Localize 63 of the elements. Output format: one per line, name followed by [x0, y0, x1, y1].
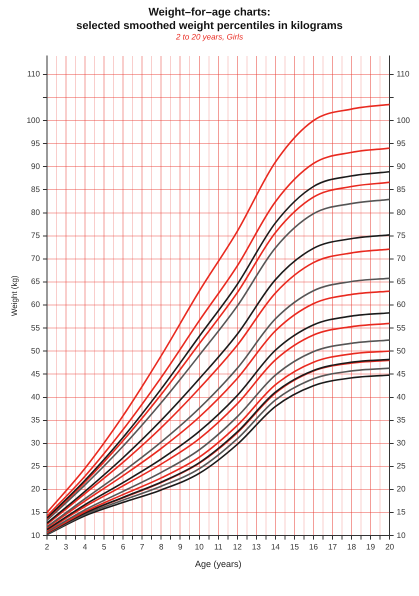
- x-tick-label: 4: [82, 542, 88, 552]
- x-tick-label: 9: [178, 542, 183, 552]
- x-tick-label: 12: [232, 542, 242, 552]
- y2-tick-label: 55: [396, 323, 406, 332]
- x-tick-label: 17: [328, 542, 338, 552]
- x-tick-label: 5: [102, 542, 107, 552]
- x-tick-label: 8: [158, 542, 164, 552]
- x-tick-label: 14: [270, 542, 280, 552]
- y2-tick-label: 110: [396, 70, 410, 79]
- y2-tick-label: 25: [396, 462, 406, 471]
- x-tick-label: 18: [347, 542, 357, 552]
- y-tick-label: 35: [31, 416, 40, 425]
- y-tick-label: 25: [31, 462, 40, 471]
- y-tick-label: 75: [31, 231, 40, 240]
- y2-tick-label: 30: [396, 438, 406, 448]
- chart-subtitle: 2 to 20 years, Girls: [174, 32, 244, 42]
- y-tick-label: 15: [31, 508, 40, 517]
- y-axis-title: Weight (kg): [10, 275, 20, 316]
- x-axis-title: Age (years): [195, 559, 242, 570]
- x-tick-label: 16: [309, 542, 318, 552]
- y2-tick-label: 40: [396, 392, 406, 402]
- y-tick-label: 65: [31, 277, 40, 286]
- y-tick-label: 10: [31, 530, 40, 540]
- y-tick-label: 80: [31, 208, 40, 217]
- x-tick-label: 15: [290, 542, 300, 552]
- y-tick-label: 110: [27, 70, 40, 79]
- y2-tick-label: 100: [396, 116, 411, 125]
- y2-tick-label: 80: [396, 208, 406, 217]
- y-tick-label: 40: [31, 392, 40, 402]
- x-tick-label: 11: [214, 542, 223, 552]
- y-tick-label: 100: [26, 116, 40, 125]
- x-tick-label: 3: [64, 542, 69, 552]
- y2-tick-label: 95: [396, 138, 406, 148]
- y2-tick-label: 70: [396, 254, 406, 264]
- y-tick-label: 70: [31, 254, 40, 264]
- x-tick-label: 10: [194, 542, 204, 552]
- y-tick-label: 55: [31, 323, 40, 332]
- y2-tick-label: 90: [396, 162, 406, 171]
- y2-tick-label: 75: [396, 231, 406, 240]
- y-tick-label: 45: [31, 369, 40, 378]
- y2-tick-label: 60: [396, 300, 406, 310]
- y-tick-label: 85: [31, 184, 40, 194]
- y2-tick-label: 20: [396, 484, 406, 494]
- y2-tick-label: 45: [396, 369, 406, 378]
- y-tick-label: 95: [31, 138, 40, 148]
- y-tick-label: 20: [31, 484, 40, 494]
- y-tick-label: 30: [31, 438, 40, 448]
- x-tick-label: 2: [44, 542, 50, 552]
- y2-tick-label: 65: [396, 277, 406, 286]
- y2-tick-label: 85: [396, 184, 406, 194]
- chart-title: Weight–for–age charts: selected smoothed weight percentiles in kilograms: [76, 6, 343, 32]
- y-tick-label: 50: [31, 346, 40, 356]
- y2-tick-label: 15: [396, 508, 406, 517]
- y-tick-label: 90: [31, 162, 40, 171]
- y2-tick-label: 35: [396, 416, 406, 425]
- x-tick-label: 6: [120, 542, 126, 552]
- x-tick-label: 13: [252, 542, 262, 552]
- y2-tick-label: 10: [396, 530, 406, 540]
- y2-tick-label: 50: [396, 346, 406, 356]
- x-tick-label: 20: [385, 542, 395, 552]
- x-tick-label: 19: [366, 542, 376, 552]
- y-tick-label: 60: [31, 300, 40, 310]
- x-tick-label: 7: [140, 542, 145, 552]
